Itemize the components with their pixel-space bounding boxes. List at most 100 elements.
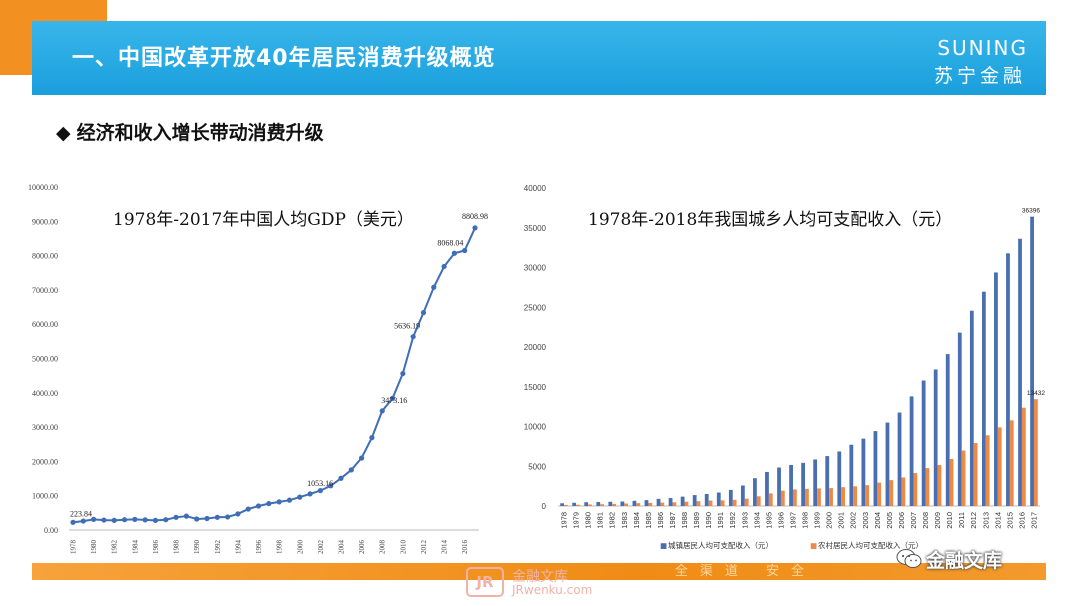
gdp-y-tick-label: 7000.00 — [32, 286, 58, 295]
gdp-data-point — [245, 506, 251, 512]
urban-income-bar — [1006, 253, 1010, 506]
rural-income-bar — [732, 499, 737, 506]
income-y-tick-label: 10000 — [524, 423, 547, 432]
rural-legend-label: 农村居民人均可支配收入（元） — [818, 540, 923, 550]
gdp-data-point — [91, 516, 97, 522]
urban-income-bar — [825, 456, 830, 506]
wechat-account-badge[interactable]: 金融文库 — [890, 543, 1008, 575]
urban-income-bar — [560, 503, 565, 506]
urban-income-bar — [994, 272, 998, 506]
urban-income-data-label: 36396 — [1022, 208, 1040, 215]
gdp-x-tick-label: 2008 — [379, 540, 387, 555]
income-y-tick-label: 15000 — [524, 383, 547, 392]
rural-income-bar — [997, 427, 1002, 506]
urban-income-bar — [668, 498, 673, 506]
watermark-logo: JR — [466, 567, 504, 597]
gdp-data-point — [472, 225, 478, 231]
rural-income-bar — [817, 488, 821, 506]
gdp-data-label: 3473.16 — [381, 396, 407, 405]
gdp-data-point — [307, 491, 313, 497]
gdp-data-point — [286, 497, 293, 503]
income-x-tick-label: 1981 — [596, 512, 605, 529]
rural-income-bar — [865, 485, 870, 506]
income-x-tick-label: 1994 — [752, 512, 761, 529]
income-y-tick-label: 40000 — [524, 184, 547, 193]
urban-income-bar — [740, 485, 745, 506]
urban-income-bar — [753, 478, 757, 506]
rural-income-bar — [792, 489, 797, 506]
rural-income-bar — [624, 503, 629, 506]
income-y-tick-label: 5000 — [528, 462, 546, 471]
urban-income-bar — [608, 501, 613, 506]
gdp-series-line — [72, 227, 476, 524]
rural-income-bar — [913, 473, 918, 506]
diamond-bullet-icon: ◆ — [56, 122, 71, 144]
gdp-y-tick-label: 3000.00 — [32, 423, 58, 432]
income-y-tick-label: 30000 — [524, 264, 547, 273]
gdp-x-tick-label: 2014 — [441, 540, 449, 555]
gdp-y-tick-label: 4000.00 — [32, 389, 58, 398]
gdp-data-point — [410, 334, 416, 340]
income-x-tick-label: 1999 — [813, 512, 822, 529]
gdp-chart-title: 1978年-2017年中国人均GDP（美元） — [113, 210, 414, 230]
urban-income-bar — [849, 444, 854, 506]
rural-income-bar — [564, 504, 568, 506]
gdp-x-tick-label: 1998 — [276, 540, 284, 555]
urban-income-bar — [596, 502, 601, 506]
gdp-data-point — [183, 513, 189, 519]
urban-income-bar — [692, 495, 697, 506]
urban-income-bar — [632, 500, 637, 506]
urban-income-bar — [861, 438, 866, 506]
urban-income-bar — [620, 501, 625, 506]
income-x-tick-label: 2002 — [849, 512, 858, 529]
section-heading: ◆ 经济和收入增长带动消费升级 — [56, 118, 324, 145]
urban-income-bar — [801, 462, 806, 506]
gdp-data-point — [235, 511, 241, 517]
income-x-tick-label: 2001 — [837, 512, 846, 529]
wechat-account-name: 金融文库 — [926, 549, 1003, 572]
gdp-data-point — [214, 514, 220, 520]
income-x-tick-label: 2012 — [969, 512, 978, 529]
income-x-tick-label: 2011 — [957, 512, 966, 528]
income-y-tick-label: 35000 — [524, 224, 547, 233]
rural-income-bar — [889, 480, 894, 506]
income-x-tick-label: 1986 — [656, 512, 665, 529]
income-x-tick-label: 1980 — [584, 512, 593, 529]
income-x-tick-label: 2000 — [825, 512, 834, 529]
rural-income-bar — [696, 501, 701, 506]
gdp-data-point — [389, 395, 396, 401]
gdp-data-point — [431, 284, 437, 290]
income-x-tick-label: 2016 — [1017, 512, 1026, 529]
gdp-x-tick-label: 2012 — [420, 540, 428, 555]
urban-income-bar — [945, 354, 950, 506]
gdp-data-label: 5636.19 — [394, 322, 420, 331]
urban-income-bar — [584, 502, 589, 506]
gdp-data-point — [369, 435, 375, 441]
income-x-tick-label: 1983 — [620, 512, 629, 529]
gdp-data-point — [338, 475, 344, 481]
brand-logo-en: SUNING — [937, 36, 1028, 60]
rural-income-bar — [1009, 420, 1014, 506]
gdp-y-tick-label: 6000.00 — [32, 320, 58, 329]
gdp-data-point — [451, 250, 457, 256]
rural-income-bar — [660, 502, 665, 506]
gdp-x-tick-label: 1988 — [173, 540, 181, 555]
rural-income-bar — [576, 504, 580, 506]
urban-legend-marker: ■ — [660, 541, 667, 550]
rural-income-bar — [925, 468, 930, 506]
rural-income-bar — [684, 501, 689, 506]
gdp-data-point — [132, 516, 138, 522]
rural-income-bar — [612, 503, 617, 506]
urban-income-bar — [789, 464, 793, 506]
urban-income-bar — [765, 471, 769, 506]
income-x-tick-label: 1993 — [740, 512, 749, 529]
income-y-tick-label: 0 — [542, 502, 547, 511]
urban-income-bar — [777, 467, 781, 506]
rural-income-bar — [768, 493, 773, 506]
income-x-tick-label: 1985 — [644, 512, 653, 529]
header-bar: 一、中国改革开放40年居民消费升级概览 SUNING 苏宁金融 — [32, 21, 1046, 95]
urban-income-bar — [680, 496, 685, 506]
gdp-data-point — [266, 500, 272, 507]
urban-income-bar — [837, 451, 842, 506]
income-x-tick-label: 2003 — [861, 512, 870, 529]
